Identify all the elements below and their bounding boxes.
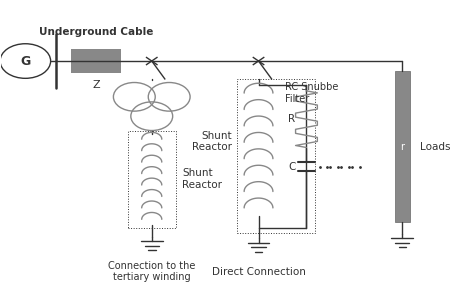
Text: Z: Z [92, 80, 100, 90]
Bar [395, 71, 410, 222]
Text: Direct Connection: Direct Connection [212, 267, 305, 277]
Text: C: C [288, 162, 296, 172]
Text: R: R [288, 114, 296, 124]
Text: RC Snubbe
Filter: RC Snubbe Filter [285, 82, 338, 104]
Text: r: r [400, 142, 404, 152]
Text: Connection to the
tertiary winding: Connection to the tertiary winding [108, 261, 196, 282]
Text: Shunt
Reactor: Shunt Reactor [182, 169, 222, 190]
Bar [237, 79, 315, 232]
Text: Loads: Loads [420, 142, 450, 152]
Text: Underground Cable: Underground Cable [39, 27, 153, 37]
Text: Shunt
Reactor: Shunt Reactor [192, 131, 233, 152]
Bar [71, 49, 121, 73]
Text: G: G [20, 54, 30, 67]
Bar [128, 131, 176, 228]
